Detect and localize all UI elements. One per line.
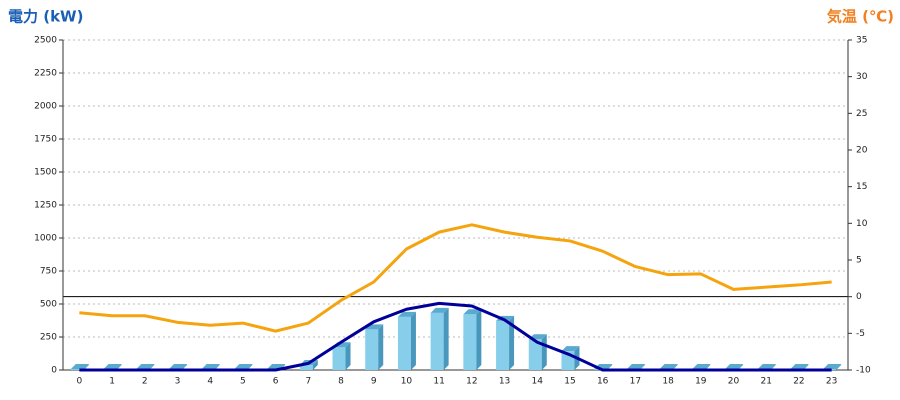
y-axis-title: 電力 (kW) xyxy=(8,8,83,26)
bar-face xyxy=(476,309,482,370)
x-tick-label: 2 xyxy=(142,377,148,387)
y-tick-label: 1500 xyxy=(34,168,57,178)
y-tick-label: 750 xyxy=(40,267,57,277)
bar-face xyxy=(299,365,313,370)
bar-face xyxy=(136,364,155,369)
x-tick-label: 4 xyxy=(207,377,213,387)
bar-face xyxy=(443,307,449,370)
y-tick-label: 2000 xyxy=(34,102,57,112)
bar-face xyxy=(103,364,122,369)
bar xyxy=(430,307,449,370)
x-tick-label: 9 xyxy=(371,377,377,387)
bar-face xyxy=(430,312,444,370)
bar-face xyxy=(561,346,580,352)
x-tick-label: 8 xyxy=(338,377,344,387)
bar xyxy=(463,309,482,370)
x-tick-label: 13 xyxy=(499,377,510,387)
bar-face xyxy=(397,316,411,370)
x-tick-label: 19 xyxy=(695,377,707,387)
bar xyxy=(496,315,515,370)
x-tick-label: 21 xyxy=(761,377,772,387)
bar-face xyxy=(365,329,379,370)
bar-face xyxy=(345,342,351,370)
x-tick-label: 15 xyxy=(564,377,575,387)
bar-face xyxy=(509,315,515,370)
x-tick-label: 14 xyxy=(532,377,544,387)
x-tick-label: 22 xyxy=(793,377,804,387)
x-tick-label: 10 xyxy=(401,377,413,387)
bar xyxy=(365,324,384,370)
bar-face xyxy=(692,364,711,369)
line xyxy=(79,223,832,333)
y2-tick-label: -5 xyxy=(856,329,865,339)
y2-tick-label: 30 xyxy=(856,72,868,82)
bar-face xyxy=(823,364,842,369)
x-tick-label: 7 xyxy=(305,377,311,387)
x-tick-label: 5 xyxy=(240,377,246,387)
x-tick-label: 1 xyxy=(109,377,115,387)
x-tick-label: 11 xyxy=(433,377,444,387)
x-tick-label: 16 xyxy=(597,377,609,387)
bar-face xyxy=(725,364,744,369)
y2-tick-label: -10 xyxy=(856,366,871,376)
bar-face xyxy=(496,320,510,370)
x-tick-label: 17 xyxy=(630,377,641,387)
line xyxy=(79,301,832,372)
y2-tick-label: 5 xyxy=(856,256,862,266)
bar-face xyxy=(463,314,477,370)
x-tick-label: 18 xyxy=(662,377,674,387)
y2-tick-label: 15 xyxy=(856,182,867,192)
bar-face xyxy=(836,364,842,370)
y-tick-label: 1000 xyxy=(34,234,57,244)
bar-face xyxy=(790,364,809,369)
x-tick-label: 0 xyxy=(76,377,82,387)
y2-tick-label: 35 xyxy=(856,36,867,46)
bar-face xyxy=(168,364,187,369)
x-tick-label: 12 xyxy=(466,377,477,387)
bar-face xyxy=(659,364,678,369)
bar-face xyxy=(528,339,542,370)
x-tick-label: 20 xyxy=(728,377,740,387)
bar-face xyxy=(332,347,346,370)
bar-face xyxy=(234,364,253,369)
bar-face xyxy=(410,311,416,370)
bar-face xyxy=(378,324,384,370)
bar-face xyxy=(757,364,776,369)
y-tick-label: 2250 xyxy=(34,69,57,79)
y2-axis-title: 気温 (℃) xyxy=(827,8,894,26)
x-tick-label: 23 xyxy=(826,377,837,387)
bar-face xyxy=(541,334,547,370)
y-tick-label: 1250 xyxy=(34,201,57,211)
y-tick-label: 0 xyxy=(51,366,57,376)
bar xyxy=(397,311,416,370)
y2-tick-label: 0 xyxy=(856,292,862,302)
y-tick-label: 250 xyxy=(40,333,57,343)
y2-tick-label: 10 xyxy=(856,219,868,229)
bar-face xyxy=(70,364,89,369)
bar-face xyxy=(70,369,84,370)
bar-face xyxy=(201,364,220,369)
y2-tick-label: 25 xyxy=(856,109,867,119)
bar-face xyxy=(626,364,645,369)
x-tick-label: 3 xyxy=(175,377,181,387)
y2-tick-label: 20 xyxy=(856,146,868,156)
y-tick-label: 1750 xyxy=(34,135,57,145)
y-tick-label: 2500 xyxy=(34,36,57,46)
bar-face xyxy=(397,311,416,317)
x-tick-label: 6 xyxy=(273,377,279,387)
bar-face xyxy=(463,309,482,315)
bar-face xyxy=(312,360,318,370)
bar-face xyxy=(430,307,449,313)
y-tick-label: 500 xyxy=(40,300,57,310)
